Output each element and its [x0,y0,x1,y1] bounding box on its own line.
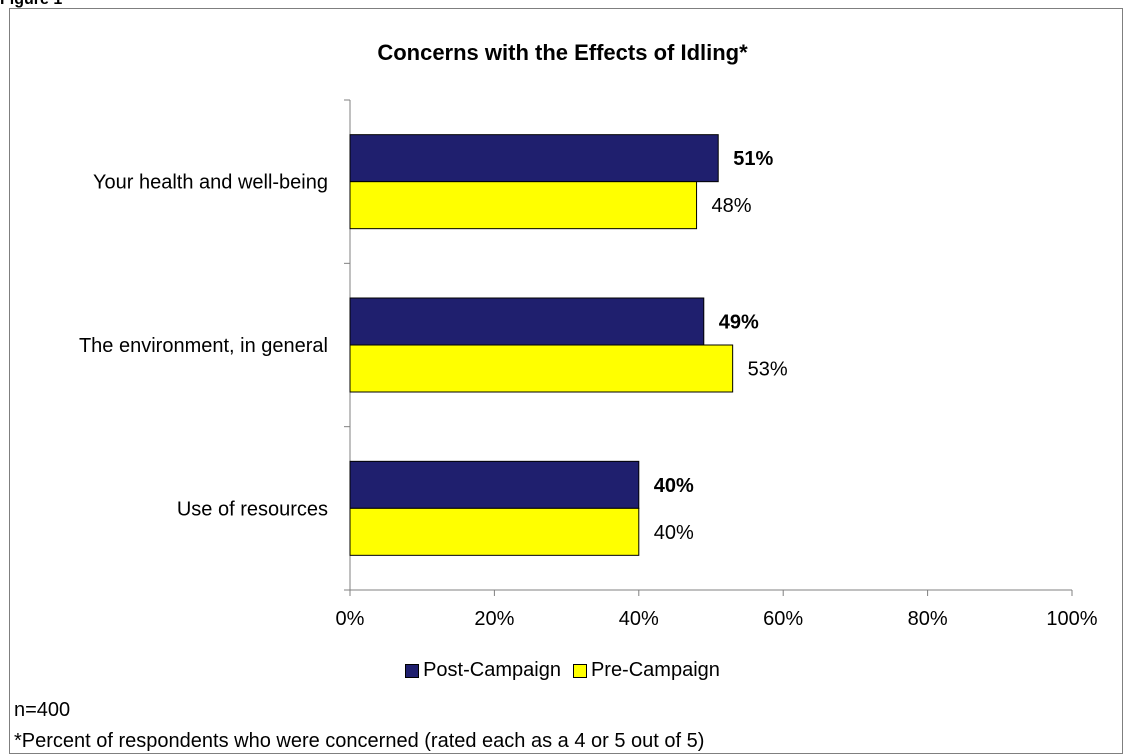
bar-pre-campaign [349,507,640,556]
legend-swatch-post [405,663,420,678]
x-tick-label: 60% [763,608,803,630]
data-label: 53% [748,359,788,381]
legend-label-pre: Pre-Campaign [590,659,720,681]
legend-swatch-pre [572,663,587,678]
data-label: 51% [733,148,773,170]
x-tick-label: 80% [908,608,948,630]
category-label: Use of resources [177,498,328,520]
x-tick-label: 40% [619,608,659,630]
footnote: *Percent of respondents who were concern… [14,730,705,752]
bar-pre-campaign [349,344,734,393]
chart-title: Concerns with the Effects of Idling* [377,40,748,65]
data-label: 40% [654,475,694,497]
bar-post-campaign [349,134,719,183]
x-tick-label: 20% [474,608,514,630]
x-tick-label: 100% [1046,608,1097,630]
category-label: The environment, in general [79,335,328,357]
data-label: 48% [712,195,752,217]
data-label: 40% [654,522,694,544]
bar-pre-campaign [349,181,698,230]
legend: Post-Campaign Pre-Campaign [0,659,1125,682]
chart-frame [9,8,1123,754]
category-label: Your health and well-being [93,172,328,194]
bar-post-campaign [349,297,705,346]
sample-size-note: n=400 [14,699,71,721]
data-label: 49% [719,312,759,334]
bar-chart: 0% 20% 40% 60% 80% 100% Your health and well-b… [79,99,1098,630]
bar-post-campaign [349,460,640,509]
legend-item-pre: Pre-Campaign [572,659,720,682]
x-tick-label: 0% [336,608,365,630]
legend-item-post: Post-Campaign [405,659,561,682]
legend-label-post: Post-Campaign [423,659,561,681]
figure-label: Figure 1 [0,0,62,9]
